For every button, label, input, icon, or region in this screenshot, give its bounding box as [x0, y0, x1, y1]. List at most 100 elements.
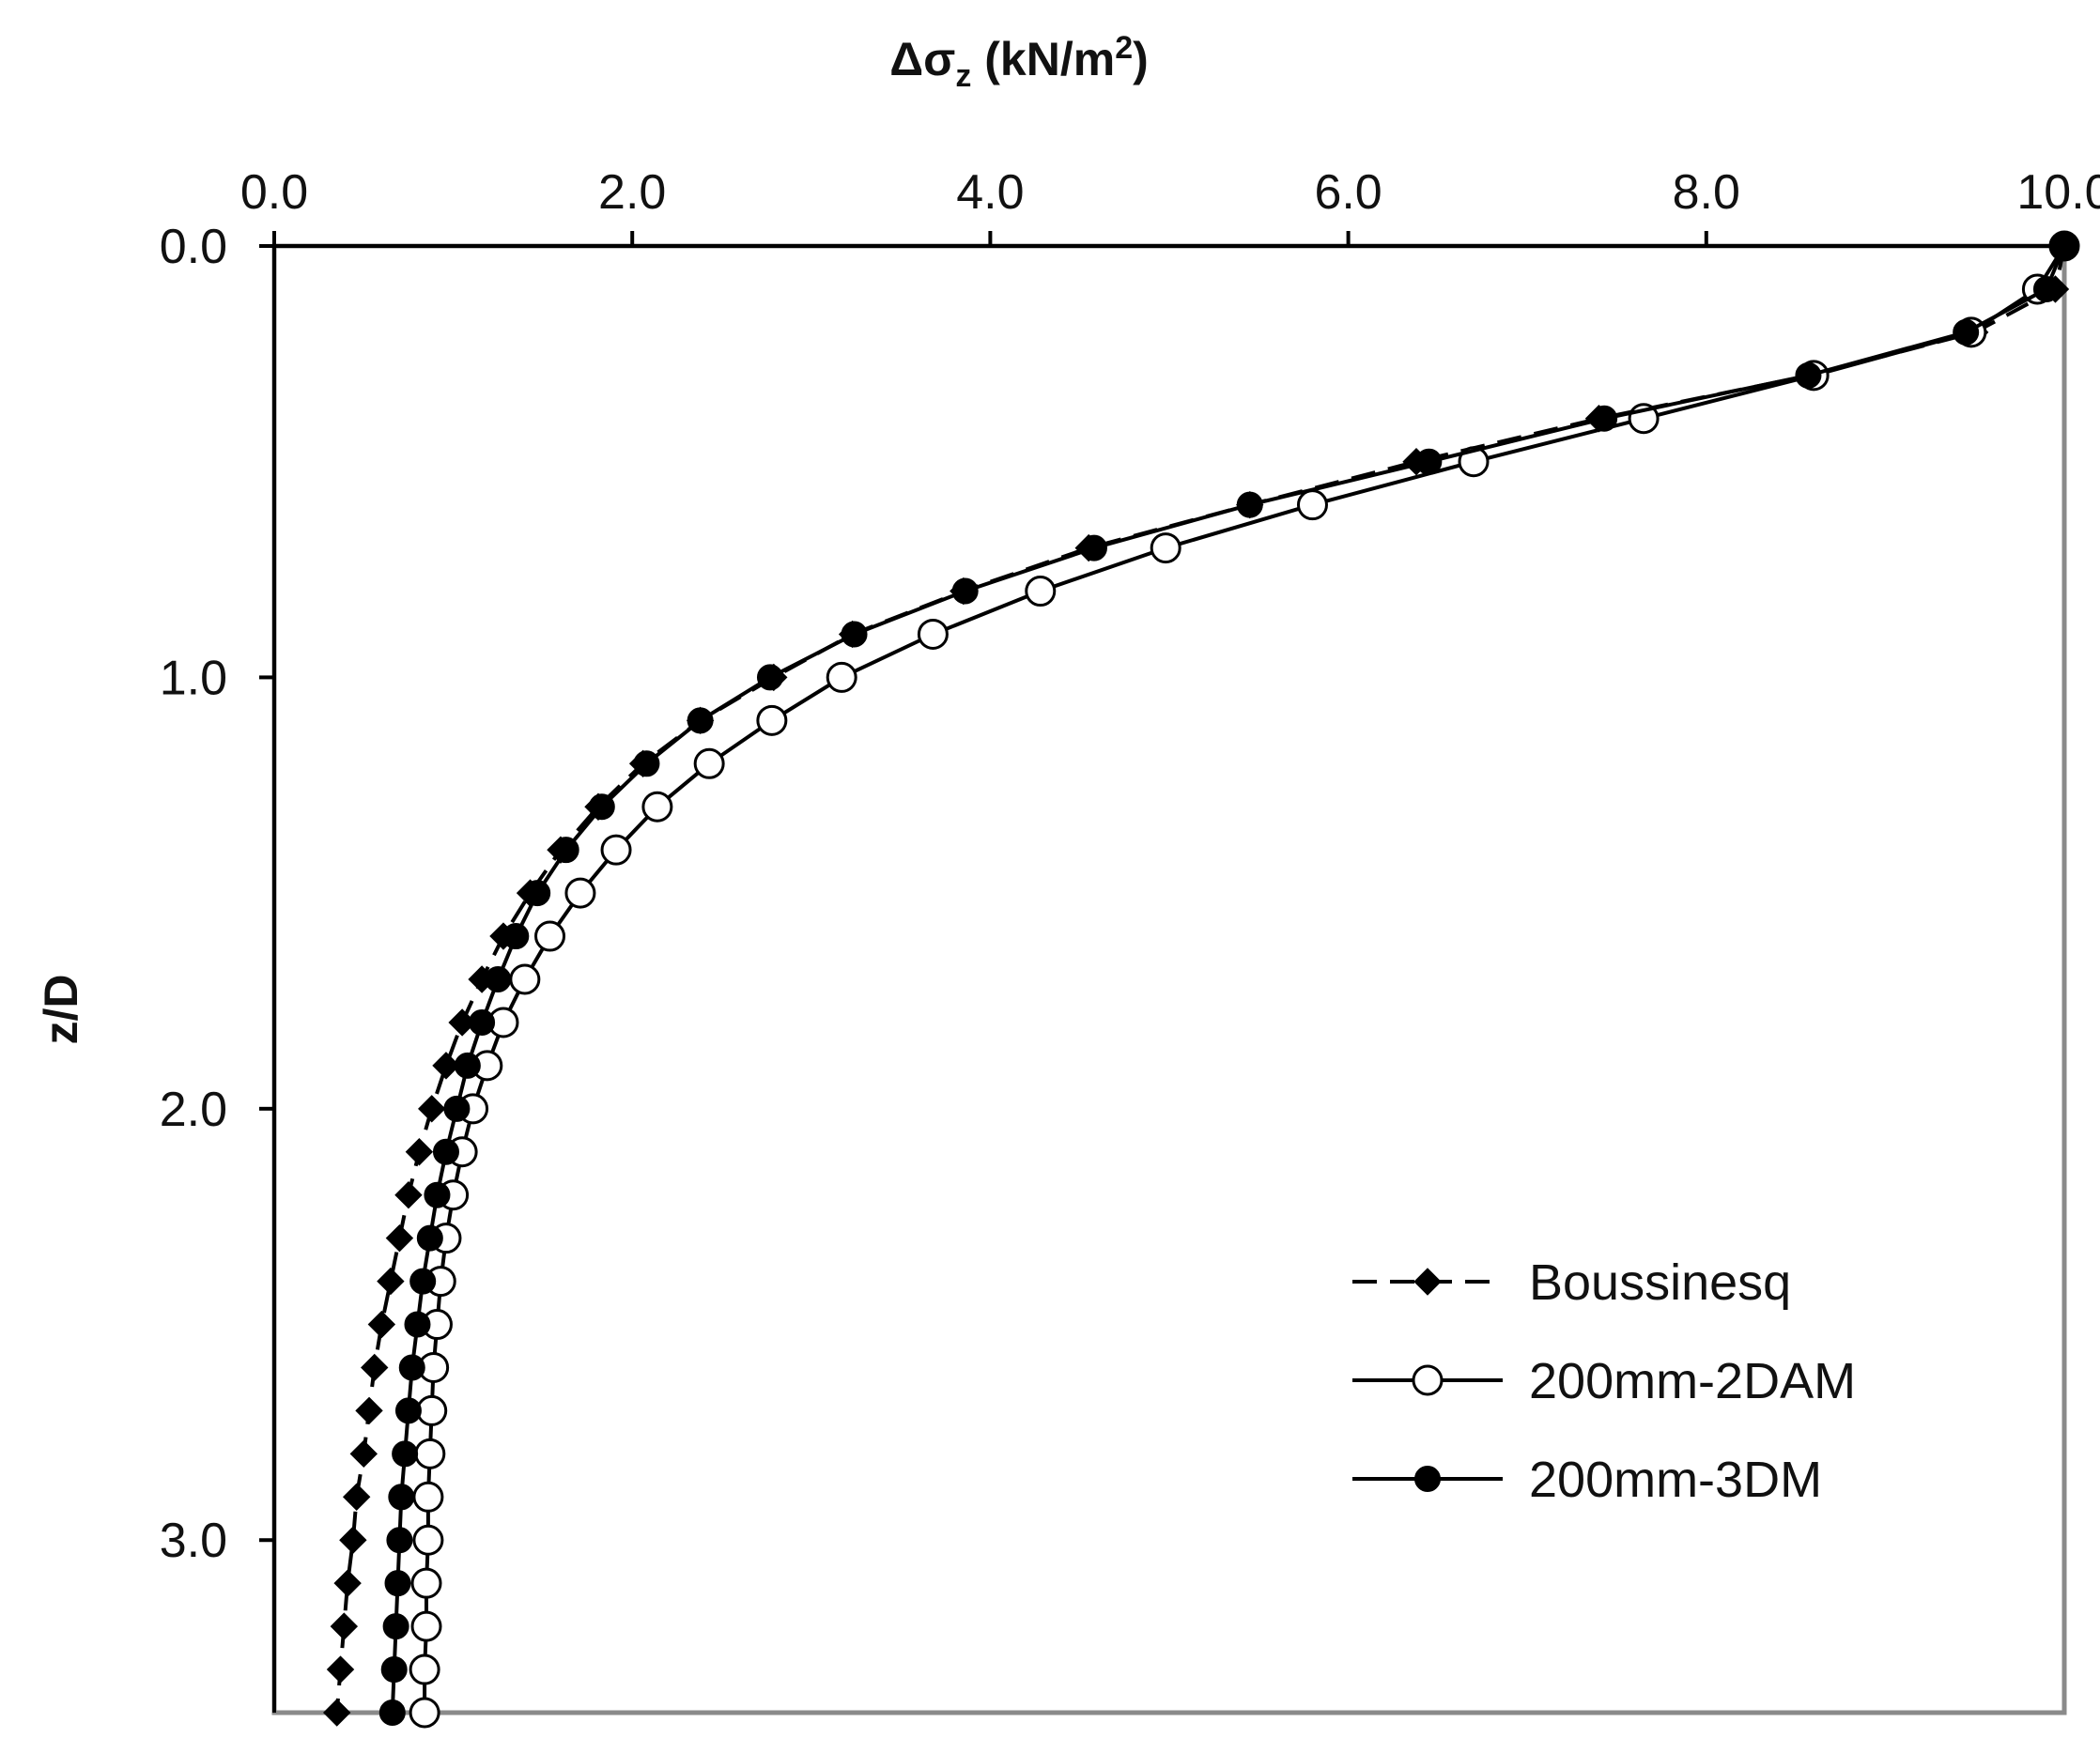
data-point	[405, 1138, 434, 1166]
data-point	[2032, 275, 2060, 302]
data-point	[377, 1267, 405, 1296]
data-point	[333, 1569, 362, 1597]
data-point	[756, 664, 783, 691]
legend-label: 200mm-2DAM	[1529, 1353, 1856, 1409]
data-point	[485, 966, 512, 992]
data-point	[412, 1481, 444, 1513]
data-point	[416, 1394, 448, 1426]
data-point	[416, 1224, 443, 1252]
x-axis-title-subscript: z	[955, 58, 971, 94]
x-axis-title-unit: (kN/m	[971, 33, 1115, 85]
data-point	[917, 618, 949, 650]
data-point	[641, 791, 673, 823]
x-axis-title: Δσz (kN/m2)	[889, 30, 1149, 94]
data-point	[687, 707, 714, 734]
data-point	[693, 747, 725, 779]
data-point	[394, 1180, 423, 1209]
data-point	[564, 877, 596, 909]
data-point	[552, 837, 579, 864]
legend-label: Boussinesq	[1529, 1254, 1791, 1311]
data-point	[361, 1353, 389, 1382]
x-axis-title-unit-close: )	[1133, 33, 1149, 85]
data-point	[349, 1439, 378, 1469]
x-tick-label: 8.0	[1673, 165, 1740, 220]
series-1	[409, 230, 2080, 1729]
data-point	[509, 963, 541, 995]
data-point	[323, 1699, 351, 1727]
data-point	[454, 1052, 481, 1079]
data-point	[412, 1524, 444, 1556]
x-axis-title-superscript: 2	[1115, 30, 1133, 66]
data-point	[388, 1484, 415, 1511]
data-point	[1458, 446, 1490, 478]
x-axis-ticks: 0.0 2.0 4.0 6.0 8.0 10.0	[240, 165, 2100, 246]
data-point	[418, 1095, 446, 1123]
data-point	[339, 1526, 367, 1554]
data-point	[588, 793, 615, 821]
y-tick-label: 3.0	[160, 1514, 227, 1568]
data-point	[1150, 532, 1181, 564]
y-tick-label: 2.0	[160, 1083, 227, 1137]
data-point	[409, 1697, 440, 1729]
data-point	[398, 1354, 425, 1381]
y-axis-ticks: 0.0 1.0 2.0 3.0	[160, 220, 274, 1568]
series-layer	[323, 230, 2080, 1729]
data-point	[355, 1396, 383, 1425]
data-point	[469, 1008, 496, 1036]
data-point	[524, 880, 551, 907]
data-point	[1236, 491, 1263, 518]
data-point	[410, 1610, 442, 1642]
data-point	[424, 1181, 451, 1208]
data-point	[409, 1268, 437, 1295]
x-tick-label: 0.0	[240, 165, 308, 220]
data-point	[502, 923, 530, 950]
x-tick-label: 10.0	[2016, 165, 2100, 220]
legend-marker	[1413, 1268, 1442, 1296]
data-point	[443, 1095, 471, 1122]
data-point	[394, 1397, 422, 1424]
data-point	[432, 1052, 460, 1080]
data-point	[385, 1223, 414, 1253]
data-point	[1296, 489, 1328, 521]
data-point	[392, 1440, 419, 1468]
data-point	[534, 920, 566, 952]
data-point	[410, 1567, 442, 1599]
data-point	[1080, 534, 1107, 561]
data-point	[600, 834, 632, 866]
x-tick-label: 6.0	[1314, 165, 1382, 220]
data-point	[386, 1527, 413, 1554]
x-tick-label: 2.0	[598, 165, 666, 220]
data-point	[1415, 448, 1443, 475]
legend-label: 200mm-3DM	[1529, 1452, 1822, 1508]
data-point	[326, 1655, 355, 1684]
data-point	[409, 1653, 440, 1685]
y-tick-label: 0.0	[160, 220, 227, 274]
legend-marker	[1412, 1364, 1444, 1396]
data-point	[633, 750, 660, 777]
series-2	[378, 233, 2077, 1726]
data-point	[951, 577, 979, 605]
data-point	[1953, 318, 1980, 346]
legend: Boussinesq 200mm-2DAM 200mm-3DM	[1352, 1254, 1856, 1508]
data-point	[1795, 361, 1822, 389]
x-tick-label: 4.0	[956, 165, 1024, 220]
data-point	[367, 1310, 396, 1339]
y-axis-title: z/D	[35, 975, 87, 1045]
data-point	[2051, 233, 2077, 259]
data-point	[342, 1483, 371, 1512]
data-point	[380, 1656, 408, 1684]
data-point	[826, 661, 857, 693]
data-point	[378, 1700, 406, 1726]
data-point	[384, 1570, 411, 1597]
data-point	[1025, 576, 1057, 608]
x-axis-title-main: Δσ	[889, 33, 955, 85]
data-point	[432, 1138, 459, 1165]
data-point	[841, 621, 868, 648]
legend-marker	[1414, 1466, 1441, 1492]
data-point	[330, 1612, 359, 1640]
data-point	[1591, 405, 1618, 432]
y-tick-label: 1.0	[160, 651, 227, 705]
data-point	[414, 1438, 446, 1469]
